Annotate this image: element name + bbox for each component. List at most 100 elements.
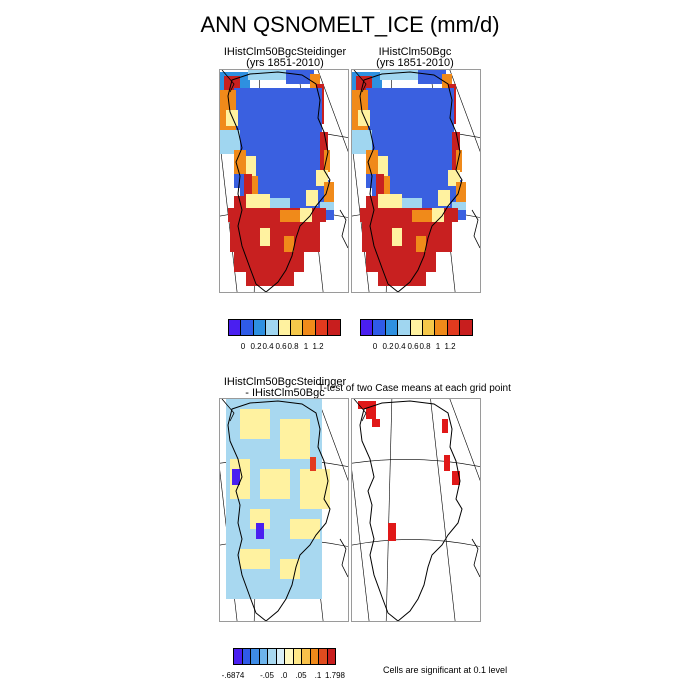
grid-cell	[380, 70, 420, 80]
legend-colorbar-1: 0 0.2 0.4 0.6 0.8 1 1.2	[228, 319, 341, 351]
map-background	[352, 399, 480, 621]
grid-cell	[252, 176, 258, 204]
panel-2-title: IHistClm50Bgc (yrs 1851-2010)	[340, 47, 490, 69]
legend-color-box	[446, 319, 461, 336]
grid-cell	[456, 182, 466, 202]
grid-cell	[250, 509, 270, 529]
grid-cell	[246, 156, 256, 178]
grid-cell	[240, 549, 270, 569]
legend-color-box	[265, 319, 279, 336]
grid-cell	[378, 270, 426, 286]
grid-cell	[290, 519, 320, 539]
greenland-coastline	[227, 71, 331, 292]
grid-cell	[358, 110, 370, 126]
legend-color-box	[372, 319, 386, 336]
legend-colorbar-difference: -.6874 -.05 .0 .05 .1 1.798	[222, 648, 345, 682]
grid-cell	[418, 70, 446, 84]
legend-tick-label: 0.4	[262, 342, 274, 351]
legend-color-box	[302, 319, 316, 336]
graticule-line	[317, 70, 348, 153]
map-ttest-significance	[352, 399, 480, 621]
significant-cell	[372, 419, 380, 427]
grid-cell	[310, 457, 316, 471]
grid-cell	[356, 76, 372, 90]
grid-cell	[438, 190, 450, 206]
legend-tick-label: 0.2	[250, 342, 262, 351]
grid-cell	[280, 210, 300, 224]
graticule-line	[352, 469, 370, 621]
legend-tick-label: -.05	[260, 671, 274, 680]
legend-tick-label: 0.2	[382, 342, 394, 351]
grid-cell	[246, 270, 294, 286]
graticule-line	[352, 539, 480, 547]
legend-color-box	[434, 319, 448, 336]
grid-cell	[220, 130, 240, 154]
legend-color-box	[314, 319, 329, 336]
graticule-line	[430, 399, 456, 621]
grid-cell	[244, 174, 252, 204]
grid-cell	[306, 190, 318, 206]
grid-cell	[366, 250, 436, 272]
legend-tick-label: .0	[280, 671, 288, 680]
grid-cell	[260, 469, 290, 499]
grid-cell	[376, 174, 384, 204]
legend-tick-label: 0.8	[419, 342, 431, 351]
legend-color-box	[240, 319, 254, 336]
significance-note: Cells are significant at 0.1 level	[383, 665, 508, 675]
grid-cell	[416, 236, 426, 252]
grid-cell	[234, 150, 246, 174]
map-case-steidinger	[220, 70, 348, 292]
canada-coastline	[221, 70, 235, 93]
graticule-line	[317, 399, 348, 482]
legend-tick-label: 1.798	[324, 671, 346, 680]
legend-tick-label: 1.2	[444, 342, 456, 351]
legend-tick-label: 1	[435, 342, 441, 351]
grid-cell	[300, 469, 330, 509]
map-difference	[220, 399, 348, 621]
significant-cell	[452, 471, 460, 485]
grid-cell	[280, 559, 300, 579]
legend-tick-label: 1.2	[312, 342, 324, 351]
greenland-coastline	[227, 400, 331, 621]
grid-cell	[324, 150, 330, 172]
panel-4-title: T-test of two Case means at each grid po…	[318, 383, 511, 394]
legend-colorbar-2: 0 0.2 0.4 0.6 0.8 1 1.2	[360, 319, 473, 351]
grid-cell	[246, 194, 270, 212]
grid-cell	[256, 523, 264, 539]
legend-tick-label: 0	[372, 342, 378, 351]
legend-color-box	[409, 319, 423, 336]
legend-tick-label: 0.4	[394, 342, 406, 351]
greenland-coastline	[359, 400, 463, 621]
panel-2-map	[351, 69, 481, 293]
legend-tick-label: 0.6	[407, 342, 419, 351]
grid-cell	[456, 150, 462, 172]
grid-cell	[232, 469, 240, 485]
significant-cell	[366, 409, 376, 419]
significant-cell	[358, 401, 376, 409]
ellesmere-coastline	[339, 209, 348, 249]
ellesmere-coastline	[471, 538, 480, 578]
significant-cell	[442, 419, 448, 433]
legend-tick-label: .05	[295, 671, 307, 680]
legend-color-box	[459, 319, 473, 336]
grid-cell	[280, 419, 310, 459]
grid-cell	[284, 236, 294, 252]
legend-tick-label: .1	[314, 671, 322, 680]
grid-cell	[452, 202, 466, 210]
grid-cell	[352, 130, 372, 154]
legend-color-box	[422, 319, 436, 336]
panel-1-map	[219, 69, 349, 293]
grid-cell	[240, 409, 270, 439]
legend-tick-label: -.6874	[221, 671, 245, 680]
grid-cell	[230, 222, 320, 252]
grid-cell	[286, 70, 314, 84]
panel-1-title: IHistClm50BgcSteidinger (yrs 1851-2010)	[200, 47, 370, 69]
grid-cell	[226, 110, 238, 126]
legend-color-box	[327, 319, 341, 336]
panel-3-case-label: IHistClm50BgcSteidinger	[223, 376, 347, 388]
graticule-line	[352, 459, 480, 467]
graticule-line	[385, 399, 393, 621]
grid-cell	[320, 202, 334, 210]
legend-tick-label: 0.6	[275, 342, 287, 351]
panel-4-map	[351, 398, 481, 622]
